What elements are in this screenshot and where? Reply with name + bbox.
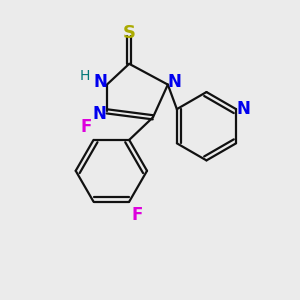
Text: N: N — [167, 73, 181, 91]
Text: N: N — [93, 73, 107, 91]
Text: F: F — [131, 206, 142, 224]
Text: S: S — [123, 24, 136, 42]
Text: F: F — [80, 118, 92, 136]
Text: N: N — [92, 105, 106, 123]
Text: N: N — [237, 100, 250, 118]
Text: H: H — [80, 69, 90, 83]
